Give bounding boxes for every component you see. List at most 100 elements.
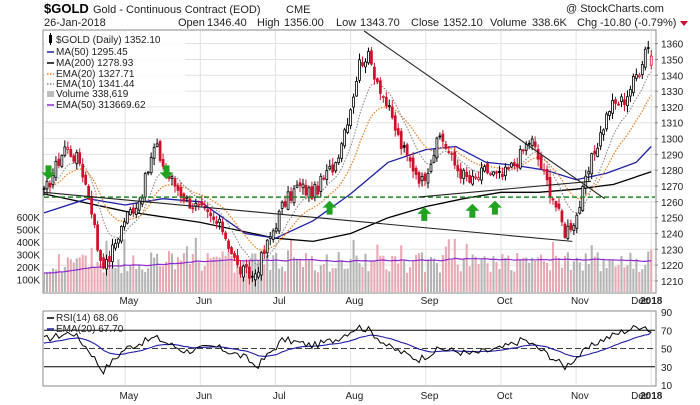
chg-value: -10.80 (-0.79%) bbox=[600, 17, 676, 29]
volume-bar bbox=[287, 250, 290, 292]
rsi-month-label: Nov bbox=[571, 391, 589, 402]
candle-body bbox=[447, 151, 451, 153]
volume-bar bbox=[504, 258, 507, 292]
volume-bar bbox=[459, 271, 462, 292]
volume-bar bbox=[209, 258, 212, 292]
candle-body bbox=[533, 141, 537, 148]
candle-body bbox=[96, 224, 99, 251]
candle-body bbox=[536, 148, 540, 160]
volume-bar bbox=[537, 257, 540, 292]
volume-bar bbox=[144, 272, 147, 292]
candle-body bbox=[414, 167, 418, 175]
volume-bar bbox=[462, 259, 465, 292]
volume-tick-label: 500K bbox=[17, 226, 41, 237]
candle-body bbox=[295, 184, 299, 188]
candle-body bbox=[304, 185, 308, 196]
candle-body bbox=[69, 148, 73, 157]
candle-body bbox=[197, 203, 201, 206]
volume-bar bbox=[57, 254, 60, 292]
candle-body bbox=[518, 149, 522, 169]
candle-body bbox=[417, 172, 421, 184]
candle-body bbox=[102, 257, 105, 269]
legend-vol-ema: EMA(50) 313669.62 bbox=[56, 100, 146, 111]
candle-body bbox=[340, 143, 344, 159]
volume-bar bbox=[382, 255, 385, 292]
candle-body bbox=[444, 143, 448, 149]
high-value: 1356.00 bbox=[284, 17, 324, 29]
candle-body bbox=[620, 96, 623, 102]
volume-tick-label: 400K bbox=[17, 238, 41, 249]
price-month-label: Dec bbox=[631, 296, 649, 307]
price-month-label: Aug bbox=[345, 296, 363, 307]
candle-body bbox=[632, 75, 635, 93]
candle-body bbox=[542, 169, 546, 172]
volume-bar bbox=[498, 269, 501, 292]
candle-body bbox=[506, 167, 510, 170]
candle-body bbox=[608, 111, 611, 117]
volume-bar bbox=[191, 254, 194, 292]
candle-body bbox=[524, 144, 528, 151]
price-tick-label: 1350 bbox=[661, 55, 684, 66]
price-tick-label: 1290 bbox=[661, 150, 684, 161]
volume-bar bbox=[566, 252, 569, 292]
volume-bar bbox=[483, 256, 486, 292]
candle-body bbox=[408, 157, 412, 162]
candle-body bbox=[435, 137, 439, 159]
price-tick-label: 1270 bbox=[661, 182, 684, 193]
rsi-tick-label: 30 bbox=[661, 363, 673, 374]
legend-ema20: EMA(20) 1327.71 bbox=[56, 69, 135, 80]
volume-bar bbox=[319, 265, 322, 292]
volume-bar bbox=[343, 268, 346, 292]
volume-bar bbox=[388, 271, 391, 292]
volume-bar bbox=[447, 239, 450, 292]
volume-bar bbox=[394, 256, 397, 292]
candle-body bbox=[215, 220, 219, 224]
candle-body bbox=[319, 175, 323, 192]
candle-body bbox=[590, 153, 594, 175]
volume-bar bbox=[138, 264, 141, 292]
legend-ema10: EMA(10) 1341.44 bbox=[56, 79, 135, 90]
legend-ma50: MA(50) 1295.45 bbox=[56, 47, 128, 58]
candle-body bbox=[569, 223, 573, 231]
volume-bar bbox=[513, 271, 516, 292]
volume-ema-line bbox=[44, 257, 652, 274]
candle-body bbox=[486, 163, 489, 174]
candle-body bbox=[456, 165, 460, 172]
candle-body bbox=[289, 191, 293, 201]
volume-bar bbox=[69, 259, 72, 292]
volume-bar bbox=[608, 259, 611, 292]
volume-bar bbox=[400, 245, 403, 292]
chart-header: $GOLD Gold - Continuous Contract (EOD) C… bbox=[44, 1, 688, 29]
volume-bar bbox=[337, 252, 340, 292]
volume-bar bbox=[650, 249, 653, 292]
candle-body bbox=[358, 59, 361, 81]
volume-bar bbox=[420, 252, 424, 292]
candle-body bbox=[614, 99, 617, 104]
candle-body bbox=[337, 157, 341, 164]
price-tick-label: 1210 bbox=[661, 277, 684, 288]
candle-body bbox=[381, 96, 385, 98]
volume-bar bbox=[221, 251, 224, 292]
volume-bar bbox=[563, 255, 566, 292]
close-value: 1352.10 bbox=[443, 17, 483, 29]
volume-bar bbox=[638, 271, 641, 292]
candle-body bbox=[393, 115, 397, 131]
candle-body bbox=[99, 250, 102, 262]
candle-body bbox=[617, 103, 620, 106]
volume-bar bbox=[599, 271, 602, 292]
volume-bar bbox=[423, 272, 427, 292]
candle-body bbox=[349, 109, 352, 126]
candle-body bbox=[301, 183, 305, 189]
candle-body bbox=[423, 173, 427, 182]
candle-body bbox=[426, 173, 430, 184]
volume-bar bbox=[391, 255, 394, 292]
volume-bar bbox=[358, 263, 361, 292]
volume-bar bbox=[465, 243, 468, 292]
volume-bar bbox=[165, 261, 168, 292]
legend-ma200: MA(200) 1278.93 bbox=[56, 58, 134, 69]
candle-body bbox=[373, 66, 376, 80]
candle-body bbox=[387, 105, 391, 107]
candle-body bbox=[292, 188, 296, 204]
candle-body bbox=[143, 173, 147, 198]
volume-bar bbox=[632, 268, 635, 292]
